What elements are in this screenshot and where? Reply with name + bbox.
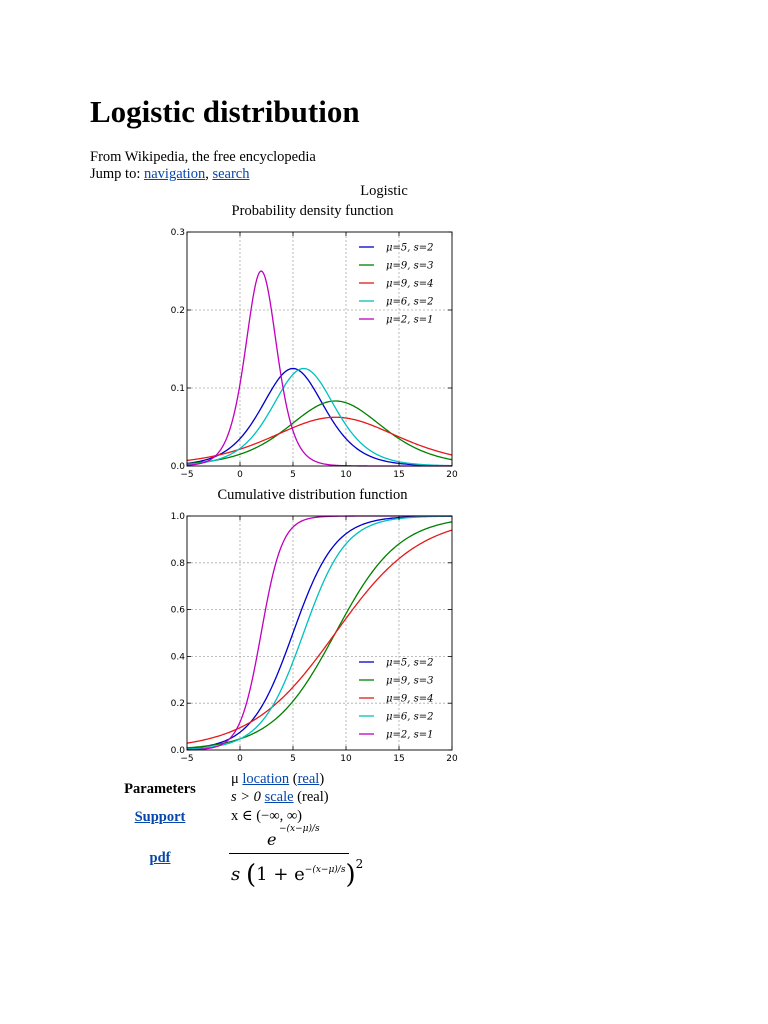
series-line-3 (186, 515, 453, 750)
x-tick-label: 15 (393, 754, 404, 764)
y-tick-label: 0.6 (171, 606, 186, 616)
x-tick-label: −5 (180, 754, 193, 764)
y-tick-label: 0.3 (171, 228, 185, 238)
param-s: s > 0 scale (real) (231, 788, 329, 806)
y-tick-label: 0.1 (171, 384, 185, 394)
y-tick-label: 0.4 (171, 652, 186, 662)
y-tick-label: 0.0 (171, 462, 186, 472)
pdf-formula: e −(x−μ)/s s (1 + e−(x−μ)/s)2 (229, 824, 363, 894)
x-tick-label: 0 (237, 470, 243, 480)
real-link[interactable]: real (297, 771, 320, 787)
grid (187, 232, 452, 466)
y-tick-label: 1.0 (171, 512, 186, 522)
series-line-0 (186, 515, 453, 750)
cdf-chart: −5 0 5 10 15 20 0.0 0.2 0.4 0.6 0.8 1.0 μ=5, s=2 μ=9,… (171, 512, 458, 764)
x-tick-label: 5 (290, 754, 296, 764)
x-tick-label: 10 (340, 754, 352, 764)
scale-link[interactable]: scale (264, 789, 294, 805)
pdf-label: pdf (90, 849, 230, 867)
jump-to-label: Jump to: (90, 166, 141, 182)
support-link[interactable]: Support (134, 809, 186, 825)
pdf-numerator: e −(x−μ)/s (267, 824, 320, 849)
mu-symbol: μ (231, 771, 239, 787)
y-tick-label: 0.2 (171, 306, 185, 316)
series-line-1 (186, 400, 453, 465)
series-line-3 (186, 367, 453, 467)
tagline: From Wikipedia, the free encyclopedia (90, 149, 316, 165)
pdf-link[interactable]: pdf (149, 850, 171, 866)
pdf-caption: Probability density function (231, 203, 394, 219)
pdf-exponent: −(x−μ)/s (279, 824, 320, 834)
plot-frame (186, 231, 453, 467)
legend-label: μ=6, s=2 (386, 297, 433, 308)
x-tick-label: 5 (290, 470, 296, 480)
navigation-link[interactable]: navigation (143, 166, 206, 182)
param-s-text: s > 0 (231, 789, 261, 805)
y-tick-label: 0.0 (171, 746, 186, 756)
support-value: x ∈ (−∞, ∞) (231, 808, 302, 824)
legend-label: μ=2, s=1 (386, 315, 433, 326)
search-link[interactable]: search (212, 166, 250, 182)
legend-label: μ=5, s=2 (386, 243, 433, 254)
fraction-bar (229, 853, 349, 854)
support-label: Support (90, 808, 230, 826)
legend-label: μ=9, s=3 (386, 261, 433, 272)
pdf-denominator: s (1 + e−(x−μ)/s)2 (231, 857, 364, 890)
location-link[interactable]: location (242, 771, 290, 787)
page-title: Logistic distribution (90, 94, 360, 129)
x-tick-label: 15 (393, 470, 404, 480)
x-tick-label: 20 (446, 470, 458, 480)
infobox-title: Logistic (360, 183, 408, 199)
parameters-label: Parameters (124, 781, 196, 797)
plot-frame (186, 515, 453, 751)
series-line-2 (186, 416, 453, 462)
pdf-chart: −5 0 5 10 15 20 0.0 0.1 0.2 0.3 μ=5, s=2 μ=9, s=3 μ=… (171, 228, 458, 480)
jump-to: Jump to: navigation, search (90, 166, 250, 182)
legend-label: μ=6, s=2 (386, 712, 433, 723)
legend-label: μ=9, s=4 (386, 279, 433, 290)
series-line-0 (186, 367, 453, 467)
legend-label: μ=9, s=4 (386, 694, 433, 705)
legend-label: μ=5, s=2 (386, 658, 433, 669)
x-tick-label: 10 (340, 470, 352, 480)
x-tick-label: 0 (237, 754, 243, 764)
legend-label: μ=9, s=3 (386, 676, 433, 687)
cdf-caption: Cumulative distribution function (217, 487, 408, 503)
series-line-1 (186, 521, 453, 749)
param-s-suffix: (real) (297, 789, 329, 805)
x-tick-label: 20 (446, 754, 458, 764)
y-tick-label: 0.2 (171, 699, 185, 709)
x-tick-label: −5 (180, 470, 193, 480)
series-line-2 (186, 529, 453, 744)
param-mu: μ location (real) (231, 771, 325, 787)
y-tick-label: 0.8 (171, 559, 186, 569)
legend-label: μ=2, s=1 (386, 730, 433, 741)
